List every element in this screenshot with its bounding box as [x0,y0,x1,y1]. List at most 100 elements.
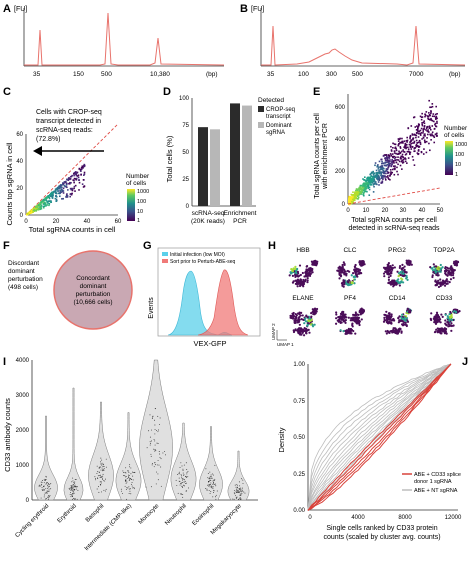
umap-point [449,310,452,314]
cell-point [154,419,155,421]
density-point [373,183,376,185]
cell-point [235,497,237,498]
cell-point [129,477,131,479]
density-point [65,185,67,188]
cell-point [120,488,122,490]
umap-point [388,269,391,272]
density-point [62,182,65,185]
cell-point [155,449,157,451]
density-point [424,133,426,135]
annotation-line-1: Cells with CROP-seq [36,109,102,116]
umap-point [300,317,303,321]
density-point [434,123,436,126]
density-point [430,111,432,113]
density-point [389,153,392,155]
density-point [407,148,410,151]
density-point [418,130,421,133]
cell-point [70,484,72,486]
umap-point [295,283,298,286]
category-label-1-line-2: (20K reads) [191,218,225,225]
density-point [393,150,396,152]
cell-point [241,489,243,491]
cell-point [72,490,74,492]
umap-point [294,275,297,278]
umap-point [296,274,299,278]
density-point [402,142,404,144]
density-point [389,160,391,163]
density-point [432,113,435,115]
umap-point [346,280,350,283]
cell-point [72,487,74,489]
umap-point [398,315,401,318]
trace-line [261,25,466,66]
panel-a: A [FU] 35 150 500 10,380 (bp) [0,0,237,82]
density-point [83,164,85,167]
density-point [399,157,402,160]
cell-point [179,480,181,482]
umap-point [436,272,439,275]
cell-point [154,433,156,435]
y-tick-0: 0 [186,204,190,210]
density-point [80,166,83,169]
cell-point [211,485,213,487]
density-point [373,172,375,175]
density-point [391,168,394,171]
density-point [386,168,389,171]
legend-swatch-sort [162,259,168,263]
density-point [368,188,371,191]
density-point [417,146,420,148]
density-point [49,194,51,196]
cell-point [130,473,132,475]
umap-point [314,309,317,313]
density-point [376,166,379,168]
density-point [409,143,411,146]
umap-point [310,312,313,315]
density-point [40,204,43,207]
density-point [394,157,396,160]
umap-point [436,318,439,321]
density-point [430,119,433,121]
cell-point [236,489,238,491]
cell-point [133,488,135,490]
panel-label: F [3,240,10,252]
cell-point [209,480,210,482]
cell-point [182,496,184,498]
density-point [48,200,50,202]
umap-point [350,332,353,335]
umap-point [440,313,443,316]
cell-point [103,466,105,467]
density-point [349,197,351,200]
concordant-line-1: Concordant [76,275,110,282]
cell-point [98,491,100,493]
density-point [401,150,403,153]
cell-point [153,439,155,440]
cell-point [235,490,237,492]
umap-point [384,270,388,273]
density-point [60,185,62,187]
x-tick-12000: 12000 [445,515,462,521]
panel-label: G [143,240,152,252]
density-point [65,196,67,198]
density-point [420,132,423,134]
panel-b: B [FU] 35 100 300 500 7000 (bp) [237,0,474,82]
umap-point [348,270,351,273]
density-point [401,168,403,170]
umap-point [384,330,387,333]
density-point [363,183,366,185]
umap-point [295,279,298,282]
umap-point [391,279,394,282]
density-point [412,137,414,140]
umap-point [389,283,393,286]
cell-point [47,483,49,485]
density-point [383,164,386,167]
umap-point [357,318,360,322]
density-point [83,174,85,177]
legend-tick-1000: 1000 [455,142,467,148]
cell-point [96,465,98,467]
umap-point [400,317,404,320]
density-point [419,133,422,135]
density-point [380,172,383,175]
density-point [394,147,396,149]
density-point [361,191,364,193]
density-point [389,159,391,161]
